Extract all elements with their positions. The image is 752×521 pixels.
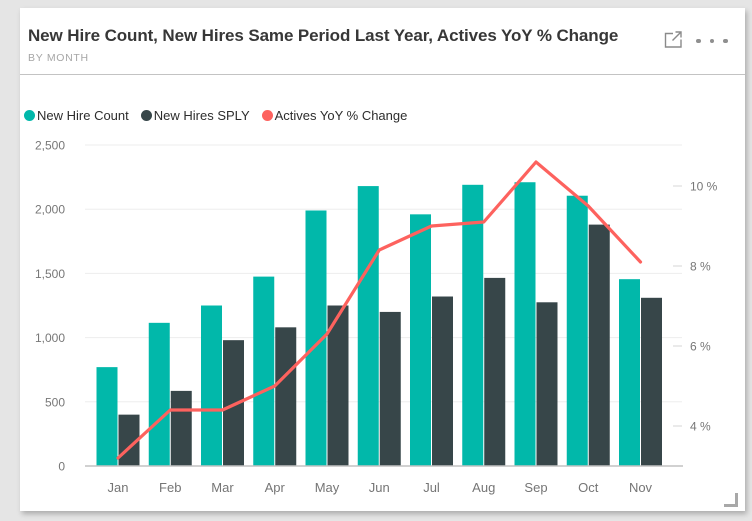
month-label: May: [315, 480, 340, 495]
bar-new-hires-sply[interactable]: [432, 296, 453, 466]
right-axis-tick-label: 6 %: [690, 340, 711, 354]
bar-new-hire-count[interactable]: [357, 186, 379, 466]
bar-new-hires-sply[interactable]: [327, 305, 349, 467]
bar-new-hire-count[interactable]: [253, 276, 275, 466]
right-axis-tick-label: 10 %: [690, 180, 718, 194]
legend-label: New Hires SPLY: [153, 108, 250, 123]
month-label: Feb: [159, 480, 181, 495]
month-label: Jul: [423, 480, 440, 495]
bar-new-hire-count[interactable]: [462, 184, 484, 466]
visual-tile: New Hire Count, New Hires Same Period La…: [20, 8, 745, 511]
left-axis-tick-label: 500: [45, 395, 65, 409]
tile-header: New Hire Count, New Hires Same Period La…: [20, 8, 745, 75]
right-axis-tick-label: 8 %: [690, 260, 711, 274]
bar-new-hire-count[interactable]: [148, 322, 170, 466]
month-label: Apr: [265, 480, 286, 495]
more-options-icon[interactable]: [692, 34, 738, 48]
more-options-dot: [696, 38, 701, 44]
bar-new-hires-sply[interactable]: [170, 390, 192, 466]
bar-new-hire-count[interactable]: [96, 367, 118, 466]
month-label: Oct: [578, 480, 599, 495]
legend-item-new-hires-sply[interactable]: New Hires SPLY: [140, 108, 250, 123]
bar-new-hire-count[interactable]: [514, 182, 536, 466]
bar-new-hires-sply[interactable]: [641, 297, 662, 466]
bar-new-hires-sply[interactable]: [536, 302, 558, 466]
legend-color-dot: [140, 110, 152, 121]
legend-label: Actives YoY % Change: [274, 108, 408, 123]
legend: New Hire Count New Hires SPLY Actives YoY …: [24, 108, 407, 123]
bar-new-hire-count[interactable]: [305, 210, 327, 466]
bar-new-hires-sply[interactable]: [223, 340, 244, 466]
bar-new-hire-count[interactable]: [566, 195, 588, 466]
bar-new-hire-count[interactable]: [619, 279, 640, 466]
focus-mode-icon[interactable]: [661, 29, 685, 51]
left-axis-tick-label: 2,500: [35, 139, 65, 153]
left-axis-tick-label: 1,500: [35, 267, 65, 281]
trend-line[interactable]: [116, 160, 643, 460]
legend-label: New Hire Count: [37, 108, 129, 123]
month-label: Mar: [211, 480, 234, 495]
bar-new-hires-sply[interactable]: [588, 224, 610, 466]
more-options-dot: [723, 38, 728, 44]
title-fade-overlay: [620, 26, 678, 50]
more-options-dot: [709, 38, 714, 44]
bar-new-hires-sply[interactable]: [275, 327, 297, 466]
legend-item-new-hire-count[interactable]: New Hire Count: [24, 108, 129, 123]
legend-color-dot: [261, 110, 273, 121]
chart-canvas[interactable]: 0 500 1,000 1,500 2,000 2,500 4 % 6 % 8 % 10 % Jan…: [20, 8, 745, 511]
left-axis-tick-label: 0: [58, 460, 65, 474]
month-label: Aug: [472, 480, 495, 495]
month-label: Jun: [369, 480, 390, 495]
resize-handle-icon[interactable]: [724, 493, 738, 507]
right-axis-tick-label: 4 %: [690, 420, 711, 434]
month-label: Nov: [629, 480, 653, 495]
bar-new-hire-count[interactable]: [201, 305, 222, 467]
month-label: Sep: [524, 480, 547, 495]
bar-new-hires-sply[interactable]: [484, 277, 506, 466]
left-axis-tick-label: 1,000: [35, 331, 65, 345]
bar-new-hires-sply[interactable]: [379, 311, 401, 466]
legend-color-dot: [24, 110, 35, 121]
month-label: Jan: [108, 480, 129, 495]
legend-item-actives-yoy-change[interactable]: Actives YoY % Change: [261, 108, 408, 123]
left-axis-tick-label: 2,000: [35, 203, 65, 217]
tile-title: New Hire Count, New Hires Same Period La…: [28, 26, 619, 45]
bar-new-hire-count[interactable]: [410, 214, 431, 466]
tile-subtitle: BY MONTH: [28, 52, 89, 64]
